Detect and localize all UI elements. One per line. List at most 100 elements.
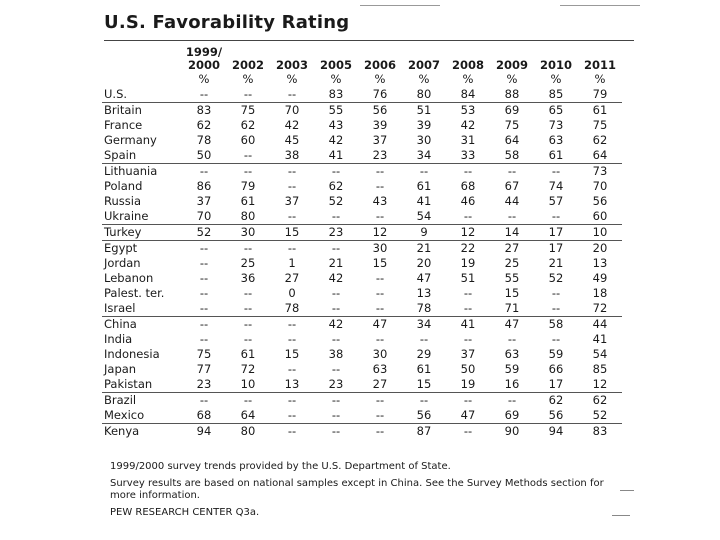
table-row: Britain 83 75 70 55 56 51 53 69 65 61 — [102, 102, 622, 118]
rating-cell: 88 — [504, 87, 520, 101]
table-row: Spain 50 -- 38 41 23 34 33 58 61 64 — [102, 148, 622, 164]
rating-cell: 55 — [504, 271, 520, 285]
table-row: France 62 62 42 43 39 39 42 75 73 75 — [102, 118, 622, 133]
rating-cell: -- — [199, 332, 209, 346]
rating-cell: 27 — [284, 271, 300, 285]
rating-cell: -- — [226, 392, 270, 408]
rating-cell: 38 — [328, 347, 344, 361]
rating-cell: 41 — [592, 332, 608, 346]
rating-cell: -- — [314, 240, 358, 256]
rating-cell: 63 — [548, 133, 564, 147]
rating-cell: -- — [551, 332, 561, 346]
rating-cell: -- — [446, 163, 490, 179]
rating-cell: 23 — [328, 377, 344, 391]
country-name: Brazil — [102, 392, 182, 408]
rating-cell: 47 — [490, 316, 534, 332]
rating-cell: 70 — [196, 209, 212, 223]
rating-cell: 61 — [416, 179, 432, 193]
year-header: 2008 — [451, 58, 484, 72]
rating-cell: 12 — [446, 224, 490, 241]
rating-cell: 61 — [548, 148, 564, 162]
rating-cell: 58 — [534, 316, 578, 332]
rating-cell: 45 — [284, 133, 300, 147]
rating-cell: 85 — [548, 87, 564, 101]
rating-cell: 43 — [328, 118, 344, 132]
rating-cell: 69 — [490, 102, 534, 118]
rating-cell: 59 — [504, 362, 520, 376]
rating-cell: 68 — [196, 408, 212, 422]
rating-cell: 87 — [402, 423, 446, 439]
rating-cell: -- — [551, 286, 561, 300]
table-row: Russia 37 61 37 52 43 41 46 44 57 56 — [102, 194, 622, 209]
rating-cell: -- — [463, 301, 473, 315]
rating-cell: -- — [182, 316, 226, 332]
rating-cell: 23 — [372, 148, 388, 162]
year-header: 1999/ 2000 — [185, 45, 223, 72]
table-row: Lebanon -- 36 27 42 -- 47 51 55 52 49 — [102, 271, 622, 286]
rating-cell: -- — [358, 163, 402, 179]
rating-cell: 30 — [372, 347, 388, 361]
rating-cell: 23 — [196, 377, 212, 391]
year-header: 2007 — [407, 58, 440, 72]
rating-cell: -- — [287, 332, 297, 346]
rating-cell: 47 — [460, 408, 476, 422]
rating-cell: 17 — [534, 240, 578, 256]
rating-cell: 23 — [314, 224, 358, 241]
table-row: Brazil -- -- -- -- -- -- -- -- 62 62 — [102, 392, 622, 408]
rating-cell: 15 — [284, 347, 300, 361]
rating-cell: -- — [375, 271, 385, 285]
rating-cell: -- — [551, 301, 561, 315]
year-header-row: 1999/ 2000 2002 2003 2005 2006 2007 2008 2009 20… — [102, 44, 622, 72]
rating-cell: -- — [446, 423, 490, 439]
rating-cell: 17 — [548, 377, 564, 391]
rating-cell: -- — [534, 163, 578, 179]
header-blank — [102, 44, 182, 72]
rating-cell: 31 — [460, 133, 476, 147]
country-name: Ukraine — [104, 209, 149, 223]
table-row: Lithuania -- -- -- -- -- -- -- -- -- 73 — [102, 163, 622, 179]
country-name: Russia — [104, 194, 141, 208]
rating-cell: 44 — [504, 194, 520, 208]
rating-cell: -- — [199, 301, 209, 315]
rating-cell: 64 — [592, 148, 608, 162]
rating-cell: 67 — [504, 179, 520, 193]
scan-edge-line — [560, 5, 640, 6]
country-name: Japan — [104, 362, 137, 376]
document-title: U.S. Favorability Rating — [104, 12, 350, 33]
rating-cell: 25 — [504, 256, 520, 270]
footnotes: 1999/2000 survey trends provided by the … — [110, 461, 630, 524]
rating-cell: 63 — [504, 347, 520, 361]
rating-cell: 42 — [460, 118, 476, 132]
rating-cell: -- — [287, 209, 297, 223]
rating-cell: 19 — [460, 377, 476, 391]
table-row: Pakistan 23 10 13 23 27 15 19 16 17 12 — [102, 377, 622, 393]
rating-cell: 84 — [460, 87, 476, 101]
rating-cell: -- — [287, 408, 297, 422]
rating-cell: 72 — [592, 301, 608, 315]
rating-cell: 33 — [460, 148, 476, 162]
rating-cell: 42 — [328, 271, 344, 285]
rating-cell: -- — [270, 423, 314, 439]
rating-cell: -- — [358, 423, 402, 439]
rating-cell: 56 — [358, 102, 402, 118]
rating-cell: 0 — [288, 286, 296, 300]
rating-cell: 21 — [328, 256, 344, 270]
rating-cell: 20 — [416, 256, 432, 270]
rating-cell: -- — [419, 332, 429, 346]
rating-cell: 55 — [314, 102, 358, 118]
rating-cell: 56 — [592, 194, 608, 208]
rating-cell: 83 — [328, 87, 344, 101]
country-name: Spain — [104, 148, 137, 162]
rating-cell: -- — [358, 392, 402, 408]
rating-cell: -- — [490, 163, 534, 179]
rating-cell: 39 — [372, 118, 388, 132]
rating-cell: 76 — [372, 87, 388, 101]
rating-cell: -- — [270, 316, 314, 332]
rating-cell: -- — [199, 271, 209, 285]
rating-cell: 38 — [284, 148, 300, 162]
rating-cell: 64 — [240, 408, 256, 422]
rating-cell: 75 — [196, 347, 212, 361]
country-name: U.S. — [104, 87, 128, 101]
rating-cell: 59 — [548, 347, 564, 361]
rating-cell: 36 — [240, 271, 256, 285]
